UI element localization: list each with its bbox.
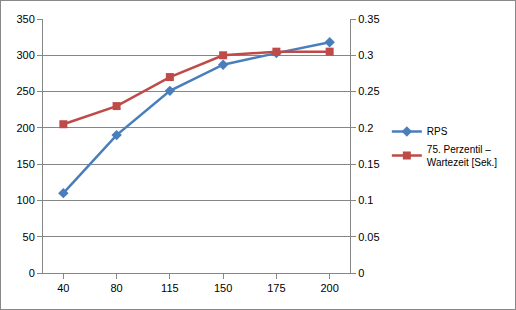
svg-text:115: 115 (161, 282, 179, 294)
svg-text:0: 0 (29, 267, 35, 279)
svg-text:200: 200 (16, 122, 34, 134)
svg-text:0.3: 0.3 (358, 49, 373, 61)
svg-text:250: 250 (16, 85, 34, 97)
svg-text:350: 350 (16, 13, 34, 25)
svg-text:0.2: 0.2 (358, 122, 373, 134)
svg-text:50: 50 (23, 231, 35, 243)
svg-text:0.25: 0.25 (358, 85, 379, 97)
svg-text:0.1: 0.1 (358, 194, 373, 206)
svg-text:80: 80 (110, 282, 122, 294)
svg-text:100: 100 (16, 194, 34, 206)
svg-text:150: 150 (214, 282, 232, 294)
svg-text:75. Perzentil –Wartezeit [Sek.: 75. Perzentil –Wartezeit [Sek.] (427, 144, 497, 168)
svg-text:175: 175 (267, 282, 285, 294)
svg-text:0: 0 (358, 267, 364, 279)
svg-text:0.05: 0.05 (358, 231, 379, 243)
svg-text:RPS: RPS (427, 126, 448, 137)
svg-text:40: 40 (57, 282, 69, 294)
svg-text:0.15: 0.15 (358, 158, 379, 170)
svg-text:150: 150 (16, 158, 34, 170)
svg-text:300: 300 (16, 49, 34, 61)
svg-text:0.35: 0.35 (358, 13, 379, 25)
svg-text:200: 200 (320, 282, 338, 294)
